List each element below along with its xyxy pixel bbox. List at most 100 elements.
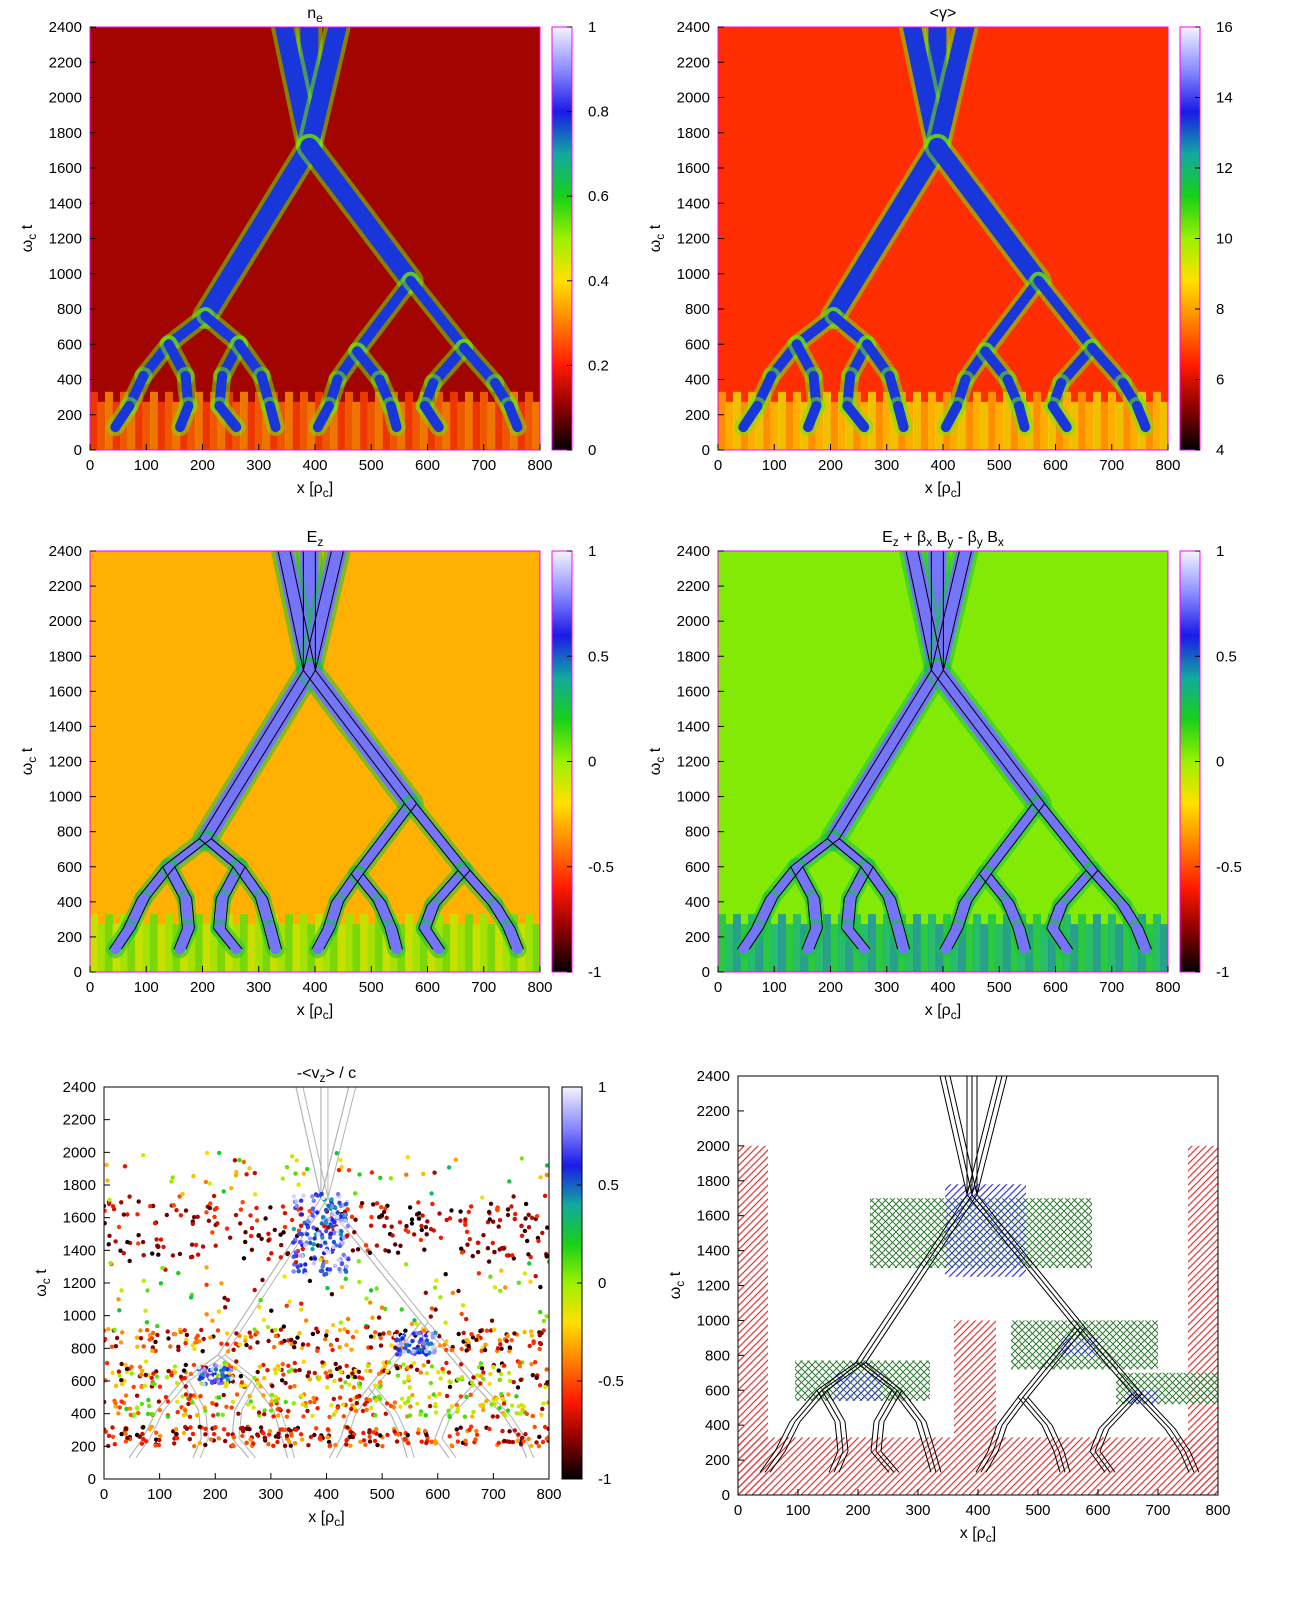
y-axis-label: ωc t — [647, 747, 667, 775]
contour-line — [328, 1437, 341, 1459]
x-tick-label: 800 — [527, 979, 552, 996]
scatter-point — [281, 1230, 286, 1235]
scatter-point — [252, 1287, 257, 1293]
filament — [1132, 923, 1151, 955]
contour-line — [430, 927, 446, 950]
scatter-point — [529, 1215, 535, 1221]
scatter-point — [287, 1439, 292, 1445]
scatter-point — [346, 1374, 351, 1380]
scatter-point — [499, 1245, 505, 1251]
scatter-point — [474, 1432, 480, 1438]
scatter-point — [526, 1436, 531, 1442]
scatter-point — [141, 1437, 146, 1442]
contour-line — [855, 1194, 968, 1363]
scatter-point — [269, 1392, 275, 1398]
scatter-point — [255, 1330, 260, 1335]
scatter-point — [269, 1308, 274, 1313]
scatter-point — [396, 1347, 401, 1352]
scatter-point — [462, 1414, 468, 1419]
heatmap-band-cell — [457, 401, 466, 450]
contour-line — [263, 928, 271, 950]
scatter-point — [170, 1175, 175, 1180]
scatter-point — [355, 1394, 360, 1400]
contour-line — [1058, 1451, 1066, 1473]
scatter-point — [187, 1396, 192, 1402]
scatter-point — [283, 1399, 288, 1405]
heatmap-band-cell — [352, 924, 361, 972]
scatter-point — [373, 1413, 378, 1418]
scatter-point — [255, 1369, 260, 1375]
scatter-point — [344, 1363, 349, 1369]
heatmap-band-cell — [770, 401, 779, 450]
filament — [214, 923, 242, 955]
heatmap-band-cell — [965, 924, 974, 972]
scatter-point — [240, 1433, 245, 1439]
scatter-point — [306, 1219, 311, 1225]
scatter-point — [337, 1395, 343, 1400]
scatter-point — [212, 1378, 217, 1383]
scatter-point — [211, 1413, 216, 1418]
y-tick-label: 1200 — [677, 754, 710, 771]
x-tick-label: 0 — [100, 1486, 108, 1503]
scatter-point — [431, 1392, 436, 1397]
contour-line — [870, 1421, 875, 1452]
y-tick-label: 1800 — [697, 1173, 730, 1190]
contour-line — [1046, 905, 1056, 929]
scatter-point — [183, 1208, 189, 1213]
scatter-point — [444, 1360, 449, 1366]
scatter-point — [426, 1359, 431, 1365]
filament — [175, 923, 194, 955]
y-tick-label: 2000 — [677, 90, 710, 107]
scatter-point — [526, 1212, 531, 1218]
x-tick-label: 200 — [203, 1486, 228, 1503]
scatter-point — [526, 1252, 531, 1257]
scatter-point — [433, 1410, 439, 1415]
scatter-point — [545, 1225, 549, 1230]
x-tick-label: 800 — [1205, 1502, 1230, 1519]
scatter-point — [519, 1223, 524, 1229]
scatter-point — [484, 1328, 490, 1333]
scatter-point — [461, 1303, 466, 1308]
scatter-point — [422, 1247, 427, 1252]
heatmap-band-cell — [165, 391, 173, 450]
scatter-point — [283, 1380, 288, 1386]
heatmap-band-cell — [457, 924, 466, 972]
heatmap-band-cell — [1033, 914, 1041, 972]
scatter-point — [459, 1250, 465, 1255]
heatmap-band-cell — [337, 401, 346, 450]
contour-line — [987, 1425, 998, 1452]
scatter-point — [320, 1360, 325, 1365]
scatter-point — [447, 1216, 453, 1221]
contour-line — [1022, 1327, 1081, 1398]
scatter-point — [456, 1377, 461, 1382]
scatter-point — [345, 1233, 350, 1238]
scatter-point — [231, 1435, 237, 1440]
scatter-point — [215, 1412, 221, 1417]
x-tick-label: 200 — [190, 457, 215, 474]
scatter-point — [301, 1414, 306, 1419]
scatter-point — [145, 1288, 150, 1293]
scatter-point — [281, 1324, 286, 1329]
heatmap-band-cell — [823, 391, 831, 450]
x-tick-label: 500 — [987, 457, 1012, 474]
scatter-point — [459, 1311, 464, 1317]
heatmap-band-cell — [210, 391, 218, 450]
heatmap-band-cell — [217, 401, 226, 450]
scatter-point — [247, 1394, 252, 1399]
scatter-point — [423, 1290, 428, 1296]
contour-line — [1074, 1327, 1133, 1395]
scatter-point — [513, 1211, 518, 1217]
scatter-point — [437, 1211, 442, 1216]
scatter-point — [259, 1236, 264, 1242]
scatter-point — [154, 1237, 159, 1242]
scatter-point — [475, 1373, 480, 1378]
scatter-point — [416, 1211, 422, 1216]
contour-line — [880, 1421, 885, 1452]
contour-line — [416, 803, 471, 871]
contour-line — [816, 1390, 836, 1422]
scatter-point — [333, 1409, 338, 1415]
scatter-point — [176, 1270, 181, 1276]
scatter-point — [164, 1375, 170, 1380]
scatter-point — [492, 1285, 498, 1290]
scatter-point — [458, 1209, 463, 1214]
